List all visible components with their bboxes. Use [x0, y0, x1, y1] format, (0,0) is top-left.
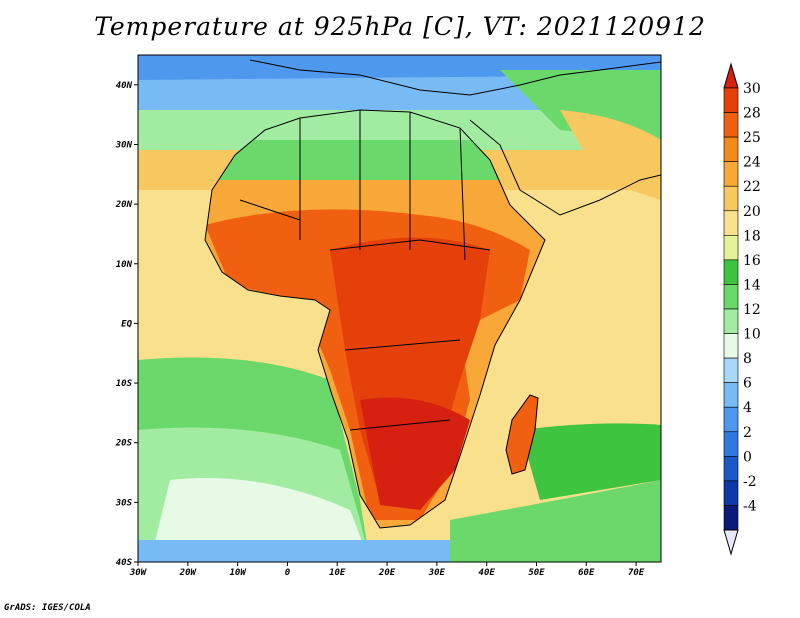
colorbar-label: 10 — [743, 327, 761, 343]
colorbar-swatch — [723, 456, 739, 482]
colorbar-label: 24 — [743, 155, 761, 171]
colorbar-swatch — [723, 185, 739, 212]
colorbar-swatch — [723, 480, 739, 506]
colorbar-swatch — [723, 308, 739, 334]
lon-tick-label: 30E — [428, 568, 446, 578]
colorbar-swatch — [723, 235, 739, 261]
colorbar-bottom-arrow — [723, 529, 739, 556]
map-frame — [137, 54, 662, 563]
lon-tick-label: 50E — [528, 568, 545, 578]
colorbar-swatch — [723, 431, 739, 457]
colorbar-swatch — [723, 112, 739, 138]
lat-tick-label: 30N — [115, 140, 133, 150]
chart-title: Temperature at 925hPa [C], VT: 202112091… — [94, 12, 706, 41]
lon-tick-label: 30W — [129, 568, 148, 578]
colorbar-swatch — [723, 382, 739, 408]
colorbar-label: -4 — [743, 498, 757, 514]
colorbar-label: 6 — [743, 376, 752, 392]
colorbar-label: 20 — [743, 204, 761, 220]
colorbar-label: 30 — [743, 81, 761, 97]
lon-tick-label: 60E — [578, 568, 595, 578]
latitude-axis: 40N 30N 20N 10N EQ 10S 20S 30S 40S — [115, 81, 138, 568]
lon-tick-label: 10E — [329, 568, 346, 578]
map-figure: 30W 20W 10W 0 10E 20E 30E 40E 50E 60E 70E 40N30N20… — [115, 54, 761, 578]
colorbar-swatch — [723, 333, 739, 359]
colorbar-swatch — [723, 357, 739, 383]
lon-tick-label: 70E — [628, 568, 645, 578]
colorbar-label: 14 — [743, 277, 761, 293]
longitude-axis: 30W 20W 10W 0 10E 20E 30E 40E 50E 60E 70E — [129, 562, 645, 578]
temperature-field — [138, 55, 661, 562]
lon-tick-label: 40E — [479, 568, 496, 578]
colorbar-swatch — [723, 161, 739, 187]
coastlines — [204, 59, 661, 529]
lat-tick-label: 20N — [115, 200, 133, 210]
lat-tick-label: 10N — [116, 260, 133, 270]
colorbar-label: 8 — [743, 351, 752, 367]
colorbar-label: 2 — [743, 425, 752, 441]
colorbar-swatch — [723, 284, 739, 310]
colorbar-label: 25 — [743, 130, 761, 146]
lon-tick-label: 20E — [378, 568, 396, 578]
colorbar-swatch — [723, 136, 739, 162]
colorbar-swatch — [723, 210, 739, 236]
colorbar-swatch — [723, 259, 739, 285]
colorbar-label: 4 — [743, 400, 752, 416]
lon-tick-label: 20W — [179, 568, 198, 578]
colorbar-label: 18 — [743, 228, 761, 244]
colorbar-label: -2 — [743, 474, 757, 490]
colorbar-swatch — [723, 87, 739, 113]
colorbar-label: 16 — [743, 253, 761, 269]
colorbar-label: 22 — [743, 179, 761, 195]
lat-tick-label: 40S — [116, 558, 133, 568]
colorbar-label: 12 — [743, 302, 761, 318]
credit-footer: GrADS: IGES/COLA — [4, 603, 91, 613]
colorbar-swatch — [723, 505, 739, 531]
lon-tick-label: 0 — [285, 568, 291, 578]
lat-tick-label: 20S — [115, 439, 133, 449]
lat-tick-label: EQ — [121, 319, 132, 329]
lat-tick-label: 40N — [116, 81, 133, 91]
lon-tick-label: 10W — [229, 568, 247, 578]
lat-tick-label: 30S — [115, 498, 133, 508]
colorbar-top-arrow — [723, 62, 739, 89]
colorbar-swatch — [723, 406, 739, 433]
lat-tick-label: 10S — [116, 379, 133, 389]
colorbar-label: 0 — [743, 449, 752, 465]
colorbar-label: 28 — [743, 106, 761, 122]
